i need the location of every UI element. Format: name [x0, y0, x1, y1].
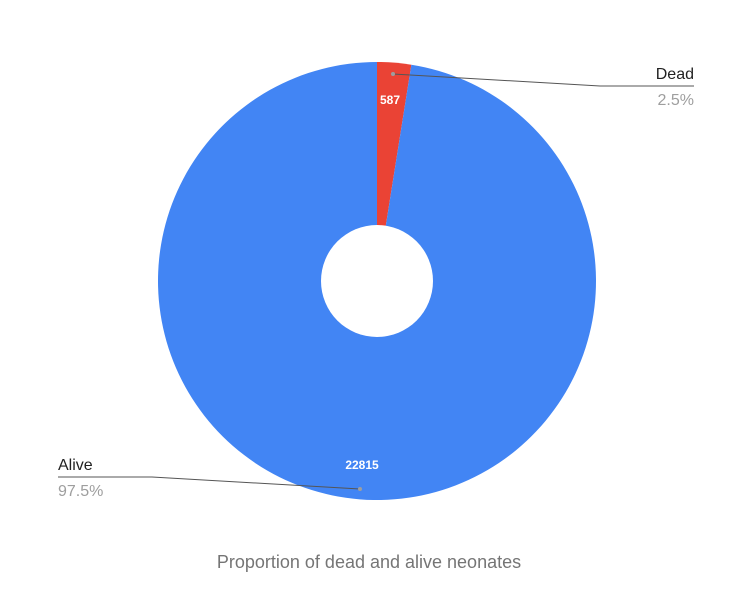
slice-value-label-dead: 587 — [380, 93, 400, 107]
leader-line-dead — [392, 73, 694, 87]
leader-line-alive — [58, 476, 361, 490]
callout-label-alive: Alive — [58, 457, 93, 474]
callout-label-dead: Dead — [656, 66, 694, 83]
donut-hole — [321, 225, 433, 337]
slice-value-label-alive: 22815 — [345, 458, 379, 472]
chart-title: Proportion of dead and alive neonates — [217, 552, 521, 572]
callout-leaders — [58, 72, 694, 491]
callout-percent-dead: 2.5% — [658, 92, 694, 109]
leader-line-dead-dot — [391, 72, 395, 76]
leader-line-alive-dot — [358, 487, 362, 491]
callout-percent-alive: 97.5% — [58, 483, 103, 500]
